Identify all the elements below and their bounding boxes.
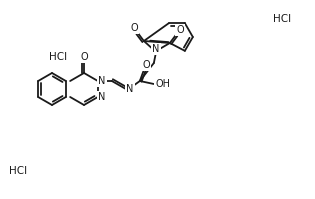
Text: O: O bbox=[176, 25, 184, 35]
Text: HCl: HCl bbox=[49, 52, 67, 62]
Text: O: O bbox=[80, 52, 88, 62]
Text: HCl: HCl bbox=[273, 14, 291, 24]
Text: HCl: HCl bbox=[9, 166, 27, 176]
Text: N: N bbox=[126, 84, 134, 94]
Text: OH: OH bbox=[155, 79, 170, 89]
Text: N: N bbox=[152, 44, 159, 54]
Text: O: O bbox=[142, 60, 150, 70]
Text: O: O bbox=[130, 23, 138, 33]
Text: N: N bbox=[98, 92, 106, 102]
Text: N: N bbox=[98, 76, 106, 86]
